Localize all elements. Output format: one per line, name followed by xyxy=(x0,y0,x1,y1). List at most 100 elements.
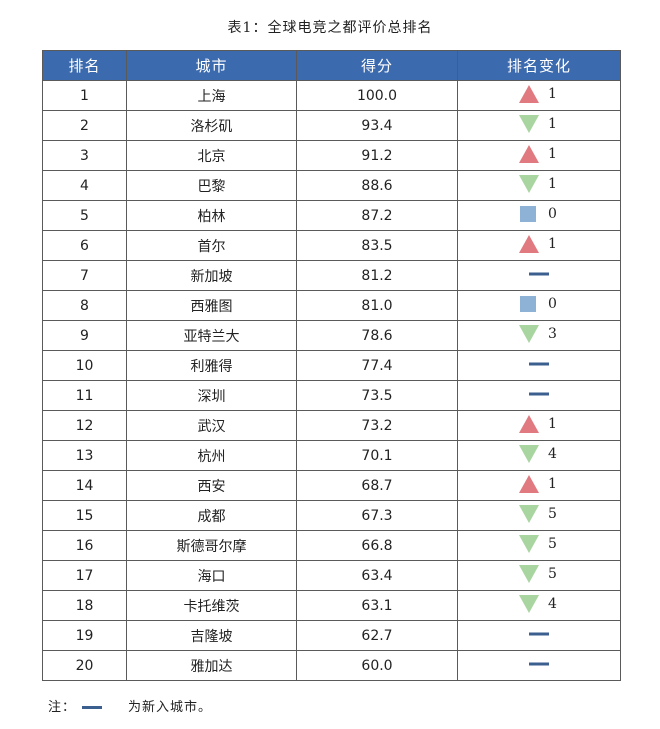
rank-cell: 15 xyxy=(42,500,127,531)
triangle-up-icon xyxy=(519,144,539,163)
city-cell: 斯德哥尔摩 xyxy=(126,530,297,561)
city-cell: 利雅得 xyxy=(126,350,297,381)
rank-change-value: 4 xyxy=(548,595,557,612)
rank-cell: 1 xyxy=(42,80,127,111)
rank-change-cell: 1 xyxy=(457,110,621,141)
footnote-prefix: 注： xyxy=(48,700,77,715)
rank-change-cell xyxy=(457,260,621,291)
rank-change-cell xyxy=(457,380,621,411)
rank-change-value: 0 xyxy=(548,295,557,312)
rank-cell: 13 xyxy=(42,440,127,471)
rank-cell: 16 xyxy=(42,530,127,561)
triangle-up-icon xyxy=(519,414,539,433)
new-entry-dash-icon xyxy=(529,362,549,365)
score-cell: 63.4 xyxy=(296,560,458,591)
rank-change-cell: 3 xyxy=(457,320,621,351)
score-cell: 73.2 xyxy=(296,410,458,441)
triangle-down-icon xyxy=(519,324,539,343)
rank-change-cell xyxy=(457,650,621,681)
table-row: 11 深圳 73.5 xyxy=(42,380,621,411)
square-same-icon xyxy=(520,295,536,312)
table-row: 7 新加坡 81.2 xyxy=(42,260,621,291)
table-row: 5 柏林 87.2 0 xyxy=(42,200,621,231)
rank-cell: 10 xyxy=(42,350,127,381)
city-cell: 杭州 xyxy=(126,440,297,471)
score-cell: 60.0 xyxy=(296,650,458,681)
header-score: 得分 xyxy=(296,50,458,81)
rank-change-value: 4 xyxy=(548,445,557,462)
rank-change-value: 1 xyxy=(548,415,557,432)
rank-change-cell xyxy=(457,620,621,651)
table-header-row: 排名 城市 得分 排名变化 xyxy=(42,50,621,81)
rank-change-cell: 5 xyxy=(457,530,621,561)
city-cell: 深圳 xyxy=(126,380,297,411)
score-cell: 81.2 xyxy=(296,260,458,291)
table-row: 17 海口 63.4 5 xyxy=(42,560,621,591)
city-cell: 吉隆坡 xyxy=(126,620,297,651)
table-row: 20 雅加达 60.0 xyxy=(42,650,621,681)
score-cell: 70.1 xyxy=(296,440,458,471)
rank-change-cell: 5 xyxy=(457,500,621,531)
table-row: 1 上海 100.0 1 xyxy=(42,80,621,111)
rank-change-value: 5 xyxy=(548,535,557,552)
city-cell: 亚特兰大 xyxy=(126,320,297,351)
triangle-down-icon xyxy=(519,504,539,523)
rank-change-value: 1 xyxy=(548,475,557,492)
table-row: 14 西安 68.7 1 xyxy=(42,470,621,501)
triangle-down-icon xyxy=(519,174,539,193)
score-cell: 68.7 xyxy=(296,470,458,501)
score-cell: 93.4 xyxy=(296,110,458,141)
ranking-table: 排名 城市 得分 排名变化 1 上海 100.0 1 2 洛杉矶 93.4 1 3 北京 91.2 1… xyxy=(42,50,621,681)
new-entry-dash-icon xyxy=(529,392,549,395)
rank-cell: 5 xyxy=(42,200,127,231)
rank-cell: 11 xyxy=(42,380,127,411)
footnote: 注： 为新入城市。 xyxy=(48,696,212,715)
rank-cell: 4 xyxy=(42,170,127,201)
score-cell: 83.5 xyxy=(296,230,458,261)
rank-cell: 14 xyxy=(42,470,127,501)
square-same-icon xyxy=(520,205,536,222)
table-row: 3 北京 91.2 1 xyxy=(42,140,621,171)
table-row: 13 杭州 70.1 4 xyxy=(42,440,621,471)
city-cell: 洛杉矶 xyxy=(126,110,297,141)
table-row: 12 武汉 73.2 1 xyxy=(42,410,621,441)
rank-change-cell: 1 xyxy=(457,230,621,261)
city-cell: 成都 xyxy=(126,500,297,531)
rank-change-cell: 5 xyxy=(457,560,621,591)
table-row: 8 西雅图 81.0 0 xyxy=(42,290,621,321)
table-caption: 表1：全球电竞之都评价总排名 xyxy=(227,20,433,36)
rank-change-value: 1 xyxy=(548,175,557,192)
triangle-up-icon xyxy=(519,474,539,493)
rank-change-value: 1 xyxy=(548,115,557,132)
rank-cell: 12 xyxy=(42,410,127,441)
rank-change-value: 1 xyxy=(548,85,557,102)
triangle-down-icon xyxy=(519,594,539,613)
new-entry-dash-icon xyxy=(529,662,549,665)
footnote-text: 为新入城市。 xyxy=(128,700,213,715)
score-cell: 88.6 xyxy=(296,170,458,201)
triangle-up-icon xyxy=(519,234,539,253)
rank-change-value: 1 xyxy=(548,235,557,252)
header-rank-change: 排名变化 xyxy=(457,50,621,81)
rank-change-cell: 1 xyxy=(457,410,621,441)
city-cell: 首尔 xyxy=(126,230,297,261)
rank-change-cell xyxy=(457,350,621,381)
score-cell: 81.0 xyxy=(296,290,458,321)
city-cell: 武汉 xyxy=(126,410,297,441)
score-cell: 77.4 xyxy=(296,350,458,381)
table-row: 18 卡托维茨 63.1 4 xyxy=(42,590,621,621)
rank-cell: 9 xyxy=(42,320,127,351)
table-row: 4 巴黎 88.6 1 xyxy=(42,170,621,201)
rank-change-value: 5 xyxy=(548,565,557,582)
rank-change-value: 3 xyxy=(548,325,557,342)
rank-change-cell: 1 xyxy=(457,170,621,201)
rank-cell: 20 xyxy=(42,650,127,681)
table-row: 9 亚特兰大 78.6 3 xyxy=(42,320,621,351)
triangle-down-icon xyxy=(519,114,539,133)
city-cell: 北京 xyxy=(126,140,297,171)
rank-change-value: 0 xyxy=(548,205,557,222)
new-entry-dash-icon xyxy=(529,632,549,635)
table-row: 19 吉隆坡 62.7 xyxy=(42,620,621,651)
triangle-down-icon xyxy=(519,444,539,463)
city-cell: 巴黎 xyxy=(126,170,297,201)
